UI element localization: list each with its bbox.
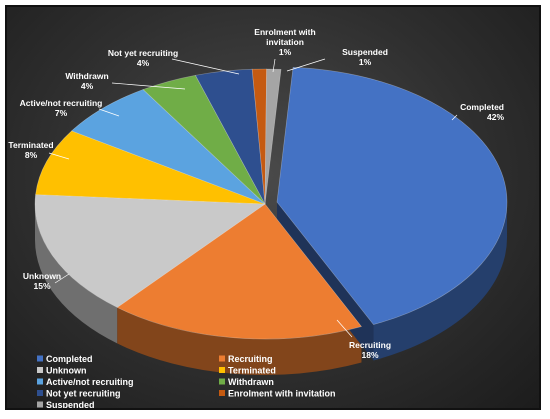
legend-swatch xyxy=(37,378,43,385)
pie-slice-suspended xyxy=(264,68,282,205)
slice-label: Not yet recruiting 4% xyxy=(108,48,178,68)
legend-swatch xyxy=(219,378,225,385)
legend-label: Completed xyxy=(46,354,93,364)
leader-line xyxy=(48,152,70,160)
legend-label: Recruiting xyxy=(228,354,273,364)
legend-item: Suspended xyxy=(37,400,95,410)
leader-line xyxy=(272,58,276,73)
legend-swatch xyxy=(219,355,225,362)
legend-item: Unknown xyxy=(37,366,87,376)
slice-label: Withdrawn 4% xyxy=(65,71,108,91)
slice-label: Active/not recruiting 7% xyxy=(20,98,103,118)
legend-swatch xyxy=(37,401,43,408)
legend-item: Terminated xyxy=(219,366,276,376)
pie-slice-enrolment-with-invitation xyxy=(251,68,267,205)
slice-label: Terminated 8% xyxy=(8,140,53,160)
leader-line xyxy=(451,114,458,121)
legend-item: Recruiting xyxy=(219,354,273,364)
pie-chart: Completed 42% Recruiting 18% Unknown 15% Termi… xyxy=(8,27,508,410)
pie-slice-side-1 xyxy=(373,202,507,361)
pie-slice-unknown xyxy=(34,194,266,308)
legend-label: Not yet recruiting xyxy=(46,389,121,399)
pie-slice-side-2 xyxy=(117,307,362,375)
leader-line xyxy=(98,108,120,117)
slice-label: Unknown 15% xyxy=(23,271,61,291)
legend-swatch xyxy=(37,367,43,373)
chart-frame: Completed 42% Recruiting 18% Unknown 15% Termi… xyxy=(5,5,541,410)
leader-line xyxy=(54,273,70,284)
slice-label: Enrolment with invitation 1% xyxy=(254,27,315,57)
legend-label: Withdrawn xyxy=(228,377,274,387)
legend-item: Withdrawn xyxy=(219,377,274,387)
leader-line xyxy=(111,82,186,90)
pie-slice-side-3 xyxy=(34,204,118,344)
legend-item: Enrolment with invitation xyxy=(219,389,336,399)
pie-slice-terminated xyxy=(35,130,266,205)
leader-line xyxy=(171,58,240,75)
legend-swatch xyxy=(219,367,225,373)
legend-label: Enrolment with invitation xyxy=(228,389,336,399)
legend-swatch xyxy=(219,390,225,396)
legend-item: Not yet recruiting xyxy=(37,389,121,399)
slice-label: Completed 42% xyxy=(460,102,504,122)
pie-slice-withdrawn xyxy=(142,74,266,205)
slice-label: Recruiting 18% xyxy=(349,340,391,360)
pie-slice-not-yet-recruiting xyxy=(194,68,266,205)
pie-slice-active-not-recruiting xyxy=(71,89,266,205)
legend-label: Unknown xyxy=(46,366,87,376)
legend-swatch xyxy=(37,355,43,362)
pie-slice-recruiting xyxy=(116,203,362,340)
pie-slice-completed xyxy=(276,67,508,325)
legend-label: Suspended xyxy=(46,400,95,410)
legend-item: Completed xyxy=(37,354,93,364)
leader-line xyxy=(336,319,353,338)
legend-label: Terminated xyxy=(228,366,276,376)
leader-line xyxy=(286,58,326,72)
slice-label: Suspended 1% xyxy=(342,47,388,67)
legend-label: Active/not recruiting xyxy=(46,377,134,387)
legend-item: Active/not recruiting xyxy=(37,377,134,387)
legend-swatch xyxy=(37,390,43,396)
